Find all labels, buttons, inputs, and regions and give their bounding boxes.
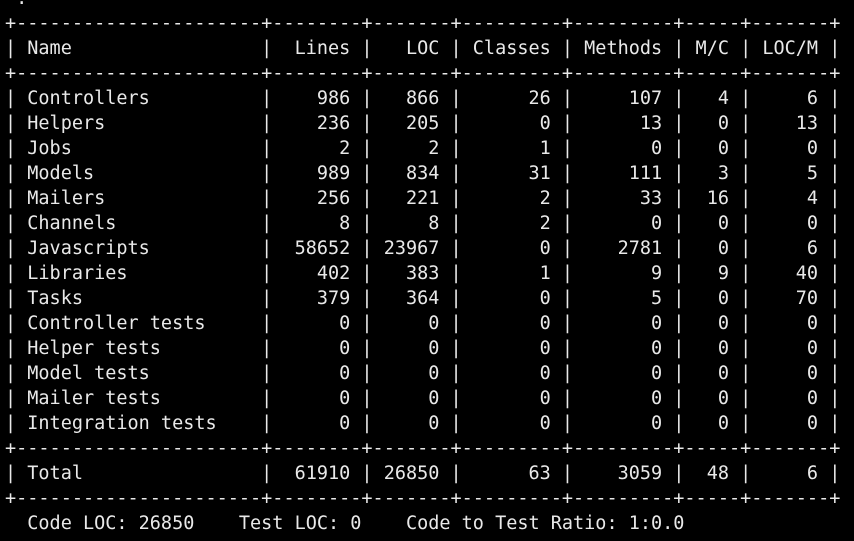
terminal-line: | Javascripts | 58652 | 23967 | 0 | 2781…	[5, 238, 841, 259]
terminal-screen[interactable]: . +----------------------+--------+------…	[5, 0, 854, 541]
terminal-line: | Helpers | 236 | 205 | 0 | 13 | 0 | 13 …	[5, 113, 841, 134]
terminal-line: | Model tests | 0 | 0 | 0 | 0 | 0 | 0 |	[5, 363, 841, 384]
terminal-line: | Tasks | 379 | 364 | 0 | 5 | 0 | 70 |	[5, 288, 841, 309]
terminal-line: | Mailer tests | 0 | 0 | 0 | 0 | 0 | 0 |	[5, 388, 841, 409]
terminal-output: . +----------------------+--------+------…	[5, 0, 854, 536]
terminal-line: +----------------------+--------+-------…	[5, 488, 841, 509]
terminal-line: | Controllers | 986 | 866 | 26 | 107 | 4…	[5, 88, 841, 109]
terminal-line: | Libraries | 402 | 383 | 1 | 9 | 9 | 40…	[5, 263, 841, 284]
terminal-line: Code LOC: 26850 Test LOC: 0 Code to Test…	[5, 513, 685, 534]
terminal-line: | Controller tests | 0 | 0 | 0 | 0 | 0 |…	[5, 313, 841, 334]
terminal-line: | Channels | 8 | 8 | 2 | 0 | 0 | 0 |	[5, 213, 841, 234]
terminal-line: | Total | 61910 | 26850 | 63 | 3059 | 48…	[5, 463, 841, 484]
terminal-line: | Models | 989 | 834 | 31 | 111 | 3 | 5 …	[5, 163, 841, 184]
terminal-line: | Integration tests | 0 | 0 | 0 | 0 | 0 …	[5, 413, 841, 434]
terminal-line: .	[5, 0, 854, 11]
terminal-line: | Helper tests | 0 | 0 | 0 | 0 | 0 | 0 |	[5, 338, 841, 359]
terminal-line: | Jobs | 2 | 2 | 1 | 0 | 0 | 0 |	[5, 138, 841, 159]
terminal-line: +----------------------+--------+-------…	[5, 438, 841, 459]
terminal-line: +----------------------+--------+-------…	[5, 63, 841, 84]
terminal-line: | Name | Lines | LOC | Classes | Methods…	[5, 38, 841, 59]
terminal-line: | Mailers | 256 | 221 | 2 | 33 | 16 | 4 …	[5, 188, 841, 209]
terminal-line: +----------------------+--------+-------…	[5, 13, 841, 34]
